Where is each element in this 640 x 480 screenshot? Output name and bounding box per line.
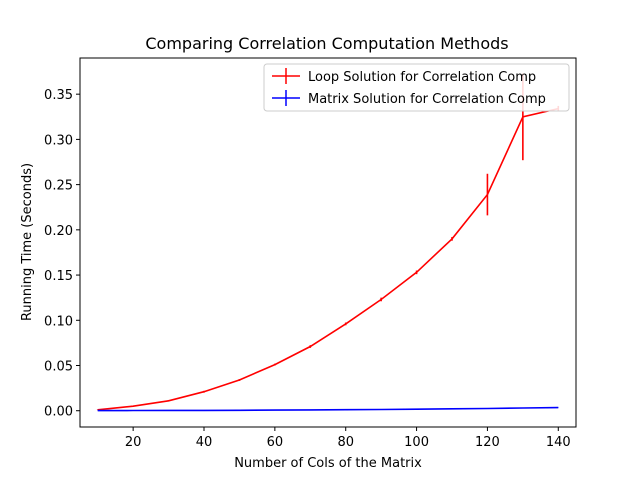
legend-box [263, 63, 570, 112]
axes-frame [79, 57, 577, 428]
legend-entry-matrix: Matrix Solution for Correlation Comp [272, 90, 546, 107]
y-tick-label: 0.00 [44, 405, 73, 420]
y-tick-label: 0.35 [44, 88, 73, 103]
legend: Loop Solution for Correlation Comp Matri… [263, 63, 570, 112]
plot-area [96, 73, 560, 412]
y-tick-label: 0.05 [44, 360, 73, 375]
x-axis-ticks: 20 40 60 80 100 120 140 [125, 427, 571, 450]
series-line [97, 406, 559, 412]
x-axis-label: Number of Cols of the Matrix [234, 456, 422, 471]
y-tick-label: 0.20 [44, 224, 73, 239]
x-tick-label: 140 [546, 435, 571, 450]
y-tick-label: 0.10 [44, 314, 73, 329]
x-tick-label: 40 [196, 435, 213, 450]
series-line [97, 107, 559, 411]
x-tick-label: 60 [267, 435, 284, 450]
legend-label-matrix: Matrix Solution for Correlation Comp [308, 92, 546, 107]
y-axis-ticks: 0.00 0.05 0.10 0.15 0.20 0.25 0.30 0.35 [44, 88, 80, 420]
x-tick-label: 80 [337, 435, 354, 450]
y-tick-label: 0.30 [44, 133, 73, 148]
chart-title: Comparing Correlation Computation Method… [145, 34, 508, 53]
x-tick-label: 20 [125, 435, 142, 450]
y-axis-label: Running Time (Seconds) [20, 163, 35, 321]
legend-label-loop: Loop Solution for Correlation Comp [308, 70, 536, 85]
x-tick-label: 120 [475, 435, 500, 450]
x-tick-label: 100 [404, 435, 429, 450]
series-matrix [96, 406, 560, 412]
y-tick-label: 0.25 [44, 179, 73, 194]
legend-entry-loop: Loop Solution for Correlation Comp [272, 68, 536, 85]
y-tick-label: 0.15 [44, 269, 73, 284]
